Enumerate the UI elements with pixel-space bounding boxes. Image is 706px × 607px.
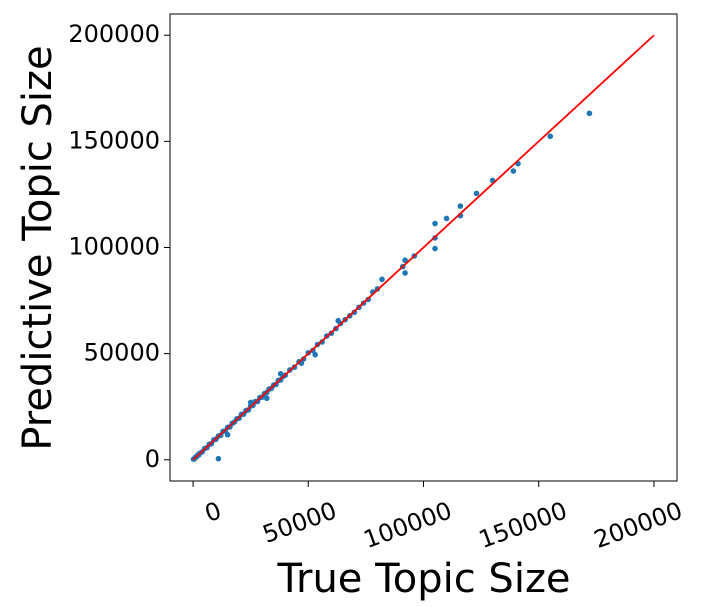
data-point [432, 245, 438, 252]
data-point [432, 220, 438, 227]
data-point [457, 203, 464, 209]
data-point [379, 276, 385, 283]
y-tick-label: 0 [145, 445, 160, 473]
data-point [443, 215, 450, 222]
data-point [263, 395, 270, 402]
reference-line [192, 34, 655, 461]
y-tick-label: 150000 [68, 126, 160, 154]
data-point [473, 190, 480, 197]
data-point [402, 257, 408, 264]
y-tick-label: 200000 [68, 20, 160, 48]
x-axis-title: True Topic Size [276, 556, 570, 602]
y-tick-label: 100000 [68, 233, 160, 261]
x-tick-label: 200000 [590, 496, 686, 554]
y-tick-label: 50000 [84, 339, 160, 367]
data-point [510, 168, 517, 174]
data-point [215, 455, 222, 462]
data-point [547, 133, 554, 140]
data-point [402, 270, 408, 276]
data-point [224, 431, 231, 438]
data-point [586, 110, 593, 117]
x-tick-label: 150000 [475, 496, 571, 554]
data-point [277, 371, 284, 377]
data-point [312, 351, 318, 358]
x-tick-label: 0 [201, 496, 225, 528]
x-tick-label: 100000 [360, 496, 456, 554]
y-axis-title: Predictive Topic Size [15, 45, 61, 450]
data-point [247, 399, 254, 406]
x-tick-label: 50000 [259, 496, 340, 548]
